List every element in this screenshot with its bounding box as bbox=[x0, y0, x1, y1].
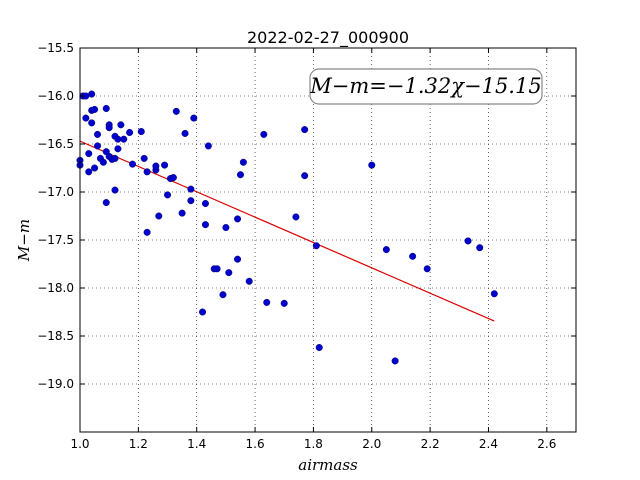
data-point-37 bbox=[152, 162, 160, 170]
data-point-71 bbox=[368, 161, 376, 169]
data-point-68 bbox=[301, 172, 309, 180]
data-point-43 bbox=[172, 107, 180, 115]
data-point-63 bbox=[260, 130, 268, 138]
x-tick-label-8: 2.6 bbox=[537, 437, 556, 451]
x-tick-label-7: 2.4 bbox=[479, 437, 498, 451]
data-point-29 bbox=[120, 135, 128, 143]
annotation-text: M−m=−1.32χ−15.15 bbox=[309, 74, 541, 98]
data-points bbox=[76, 90, 498, 365]
y-tick-label-4: −17.5 bbox=[37, 233, 74, 247]
data-point-65 bbox=[280, 299, 288, 307]
x-axis-label: airmass bbox=[298, 456, 358, 474]
data-point-73 bbox=[391, 357, 399, 365]
y-tick-label-6: −18.5 bbox=[37, 329, 74, 343]
y-tick-label-0: −15.5 bbox=[37, 41, 74, 55]
data-point-76 bbox=[464, 237, 472, 245]
data-point-69 bbox=[312, 242, 320, 250]
data-point-61 bbox=[239, 158, 247, 166]
y-tick-label-7: −19.0 bbox=[37, 377, 74, 391]
data-point-77 bbox=[476, 244, 484, 252]
data-point-18 bbox=[102, 199, 110, 207]
y-tick-label-3: −17.0 bbox=[37, 185, 74, 199]
data-point-33 bbox=[140, 154, 148, 162]
data-point-70 bbox=[315, 344, 323, 352]
data-point-5 bbox=[85, 150, 93, 158]
data-point-67 bbox=[301, 126, 309, 134]
data-point-7 bbox=[88, 119, 96, 127]
data-point-24 bbox=[111, 154, 119, 162]
data-point-54 bbox=[213, 265, 221, 273]
data-point-10 bbox=[91, 105, 99, 113]
data-point-38 bbox=[155, 212, 163, 220]
data-point-78 bbox=[490, 290, 498, 298]
data-point-16 bbox=[102, 104, 110, 112]
x-tick-label-2: 1.4 bbox=[187, 437, 206, 451]
data-point-75 bbox=[423, 265, 431, 273]
fit-annotation: M−m=−1.32χ−15.15 bbox=[309, 68, 543, 105]
data-point-12 bbox=[94, 142, 102, 150]
data-point-4 bbox=[82, 114, 90, 122]
data-point-6 bbox=[85, 168, 93, 176]
data-point-60 bbox=[236, 171, 244, 179]
data-point-46 bbox=[187, 185, 195, 193]
chart-title: 2022-02-27_000900 bbox=[247, 28, 409, 48]
data-point-23 bbox=[111, 186, 119, 194]
data-point-50 bbox=[201, 200, 209, 208]
y-axis-label: M−m bbox=[15, 219, 33, 262]
x-tick-label-5: 2.0 bbox=[362, 437, 381, 451]
data-point-59 bbox=[234, 215, 242, 223]
data-point-40 bbox=[164, 191, 172, 199]
x-tick-label-4: 1.8 bbox=[304, 437, 323, 451]
data-point-44 bbox=[178, 209, 186, 217]
data-point-49 bbox=[199, 308, 207, 316]
data-point-74 bbox=[409, 252, 417, 260]
data-point-48 bbox=[190, 114, 198, 122]
data-point-52 bbox=[204, 142, 212, 150]
data-point-35 bbox=[143, 228, 151, 236]
data-point-27 bbox=[114, 135, 122, 143]
data-point-39 bbox=[161, 161, 169, 169]
data-point-26 bbox=[114, 145, 122, 153]
data-point-13 bbox=[94, 130, 102, 138]
data-point-9 bbox=[88, 90, 96, 98]
y-tick-label-5: −18.0 bbox=[37, 281, 74, 295]
x-tick-label-1: 1.2 bbox=[129, 437, 148, 451]
data-point-31 bbox=[129, 160, 137, 168]
x-tick-label-3: 1.6 bbox=[246, 437, 265, 451]
data-point-11 bbox=[91, 164, 99, 172]
x-tick-label-0: 1.0 bbox=[70, 437, 89, 451]
data-point-28 bbox=[117, 121, 125, 129]
data-point-56 bbox=[222, 224, 230, 232]
data-point-45 bbox=[181, 129, 189, 137]
data-point-47 bbox=[187, 197, 195, 205]
data-point-55 bbox=[219, 291, 227, 299]
data-point-51 bbox=[201, 221, 209, 229]
data-point-32 bbox=[137, 128, 145, 136]
data-point-42 bbox=[169, 174, 177, 182]
data-point-20 bbox=[105, 124, 113, 132]
y-tick-label-1: −16.0 bbox=[37, 89, 74, 103]
axis-ticks: 1.0 1.2 1.4 1.6 1.8 2.0 2.2 2.4 2.6 −15.5 −16.0 −16… bbox=[37, 41, 576, 451]
data-point-57 bbox=[225, 269, 233, 277]
x-tick-label-6: 2.2 bbox=[421, 437, 440, 451]
data-point-72 bbox=[382, 246, 390, 254]
data-point-58 bbox=[234, 255, 242, 263]
annotation-box bbox=[309, 68, 543, 105]
data-point-30 bbox=[126, 128, 134, 136]
data-point-34 bbox=[143, 168, 151, 176]
data-point-15 bbox=[99, 158, 107, 166]
data-point-66 bbox=[292, 213, 300, 221]
data-point-62 bbox=[245, 277, 253, 285]
data-point-64 bbox=[263, 298, 271, 306]
y-tick-label-2: −16.5 bbox=[37, 137, 74, 151]
